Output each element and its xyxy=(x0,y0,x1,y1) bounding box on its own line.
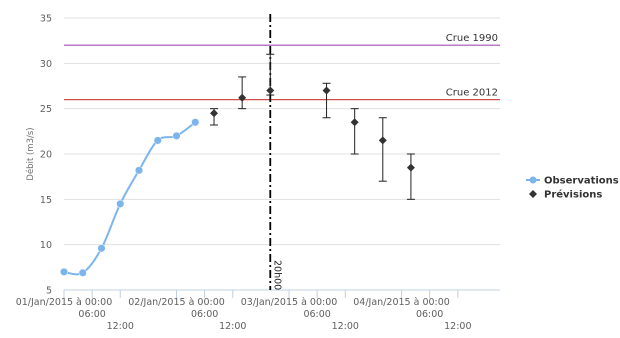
x-tick-label: 06:00 xyxy=(416,309,443,320)
forecast-point[interactable] xyxy=(210,109,219,118)
observation-point[interactable] xyxy=(78,268,87,277)
series-previsions xyxy=(210,53,415,200)
observations-line xyxy=(63,121,196,276)
grid-layer xyxy=(64,17,500,291)
legend-circle-icon xyxy=(529,176,537,184)
y-tick-label: 15 xyxy=(40,195,52,206)
reference-line-label: Crue 2012 xyxy=(446,88,498,99)
observation-point[interactable] xyxy=(172,131,181,140)
legend-label: Observations xyxy=(544,176,619,187)
x-tick-label: 12:00 xyxy=(444,321,471,332)
reference-line-label: Crue 1990 xyxy=(446,33,498,44)
axes: 5 10 15 20 25 30 35 Débit (m3/s) 01/Jan/2015 à 0… xyxy=(16,14,500,332)
series-observations xyxy=(59,118,200,277)
x-tick-label: 12:00 xyxy=(219,321,246,332)
x-tick-label: 12:00 xyxy=(107,321,134,332)
legend[interactable]: Observations Prévisions xyxy=(526,176,619,201)
x-tick-label: 12:00 xyxy=(332,321,359,332)
y-tick-label: 30 xyxy=(40,59,52,70)
y-tick-label: 20 xyxy=(40,150,52,161)
observation-point[interactable] xyxy=(191,118,200,127)
x-tick-label: 03/Jan/2015 à 00:00 xyxy=(241,297,338,308)
observation-point[interactable] xyxy=(59,267,69,276)
x-tick-label: 06:00 xyxy=(191,309,218,320)
forecast-point[interactable] xyxy=(350,118,359,127)
y-axis-title: Débit (m3/s) xyxy=(25,127,36,180)
legend-item-previsions[interactable]: Prévisions xyxy=(529,189,602,201)
reference-lines: Crue 1990 Crue 2012 xyxy=(64,33,500,101)
y-tick-label: 5 xyxy=(46,286,52,297)
y-tick-label: 35 xyxy=(40,14,52,25)
forecast-point[interactable] xyxy=(378,136,387,145)
current-time-label: 20h00 xyxy=(271,260,282,290)
forecast-point[interactable] xyxy=(266,86,275,95)
x-tick-label: 01/Jan/2015 à 00:00 xyxy=(16,297,113,308)
x-tick-label: 06:00 xyxy=(303,309,330,320)
observation-point[interactable] xyxy=(134,166,144,175)
observation-point[interactable] xyxy=(116,199,125,208)
legend-diamond-icon xyxy=(529,190,537,198)
observation-point[interactable] xyxy=(153,136,162,145)
current-time-marker: 20h00 xyxy=(269,14,282,290)
legend-label: Prévisions xyxy=(544,189,602,201)
forecast-point[interactable] xyxy=(406,163,415,172)
series-layer xyxy=(59,53,415,277)
y-tick-label: 10 xyxy=(40,240,52,251)
x-tick-label: 02/Jan/2015 à 00:00 xyxy=(128,297,225,308)
observation-point[interactable] xyxy=(97,244,106,253)
legend-item-observations[interactable]: Observations xyxy=(526,176,619,187)
x-tick-label: 06:00 xyxy=(78,309,105,320)
x-tick-label: 04/Jan/2015 à 00:00 xyxy=(353,297,450,308)
y-tick-label: 25 xyxy=(40,104,52,115)
forecast-point[interactable] xyxy=(238,93,247,102)
forecast-point[interactable] xyxy=(322,86,331,95)
